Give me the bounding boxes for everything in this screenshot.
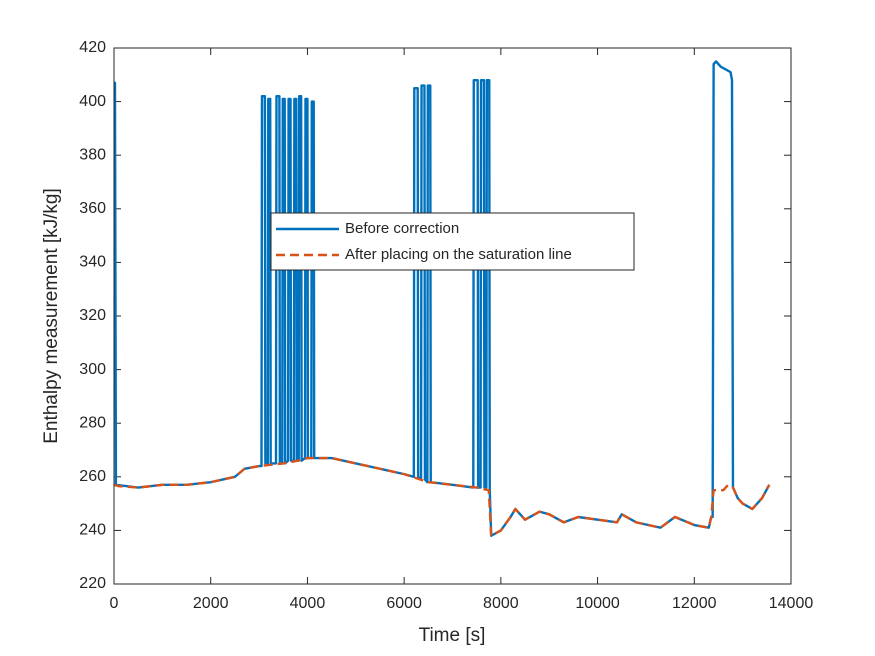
data-line	[113, 456, 771, 537]
y-axis-label: Enthalpy measurement [kJ/kg]	[41, 188, 62, 444]
x-tick-label: 12000	[672, 595, 717, 612]
y-tick-label: 380	[79, 146, 106, 163]
x-tick-label: 6000	[386, 595, 422, 612]
y-tick-label: 340	[79, 254, 106, 271]
y-tick-label: 240	[79, 522, 106, 539]
y-tick-label: 260	[79, 468, 106, 485]
legend-box	[270, 212, 635, 271]
x-tick-label: 4000	[290, 595, 326, 612]
x-axis-label: Time [s]	[419, 625, 486, 646]
legend-label: After placing on the saturation line	[345, 246, 572, 263]
x-tick-label: 8000	[483, 595, 519, 612]
x-tick-label: 14000	[769, 595, 814, 612]
plot-frame	[113, 47, 792, 585]
y-tick-label: 280	[79, 414, 106, 431]
y-tick-label: 420	[79, 39, 106, 56]
y-tick-label: 300	[79, 361, 106, 378]
x-tick-label: 10000	[575, 595, 620, 612]
y-tick-label: 360	[79, 200, 106, 217]
y-tick-label: 320	[79, 307, 106, 324]
y-tick-label: 220	[79, 575, 106, 592]
y-tick-label: 400	[79, 93, 106, 110]
x-tick-label: 0	[110, 595, 119, 612]
x-tick-label: 2000	[193, 595, 229, 612]
legend-label: Before correction	[345, 220, 459, 237]
